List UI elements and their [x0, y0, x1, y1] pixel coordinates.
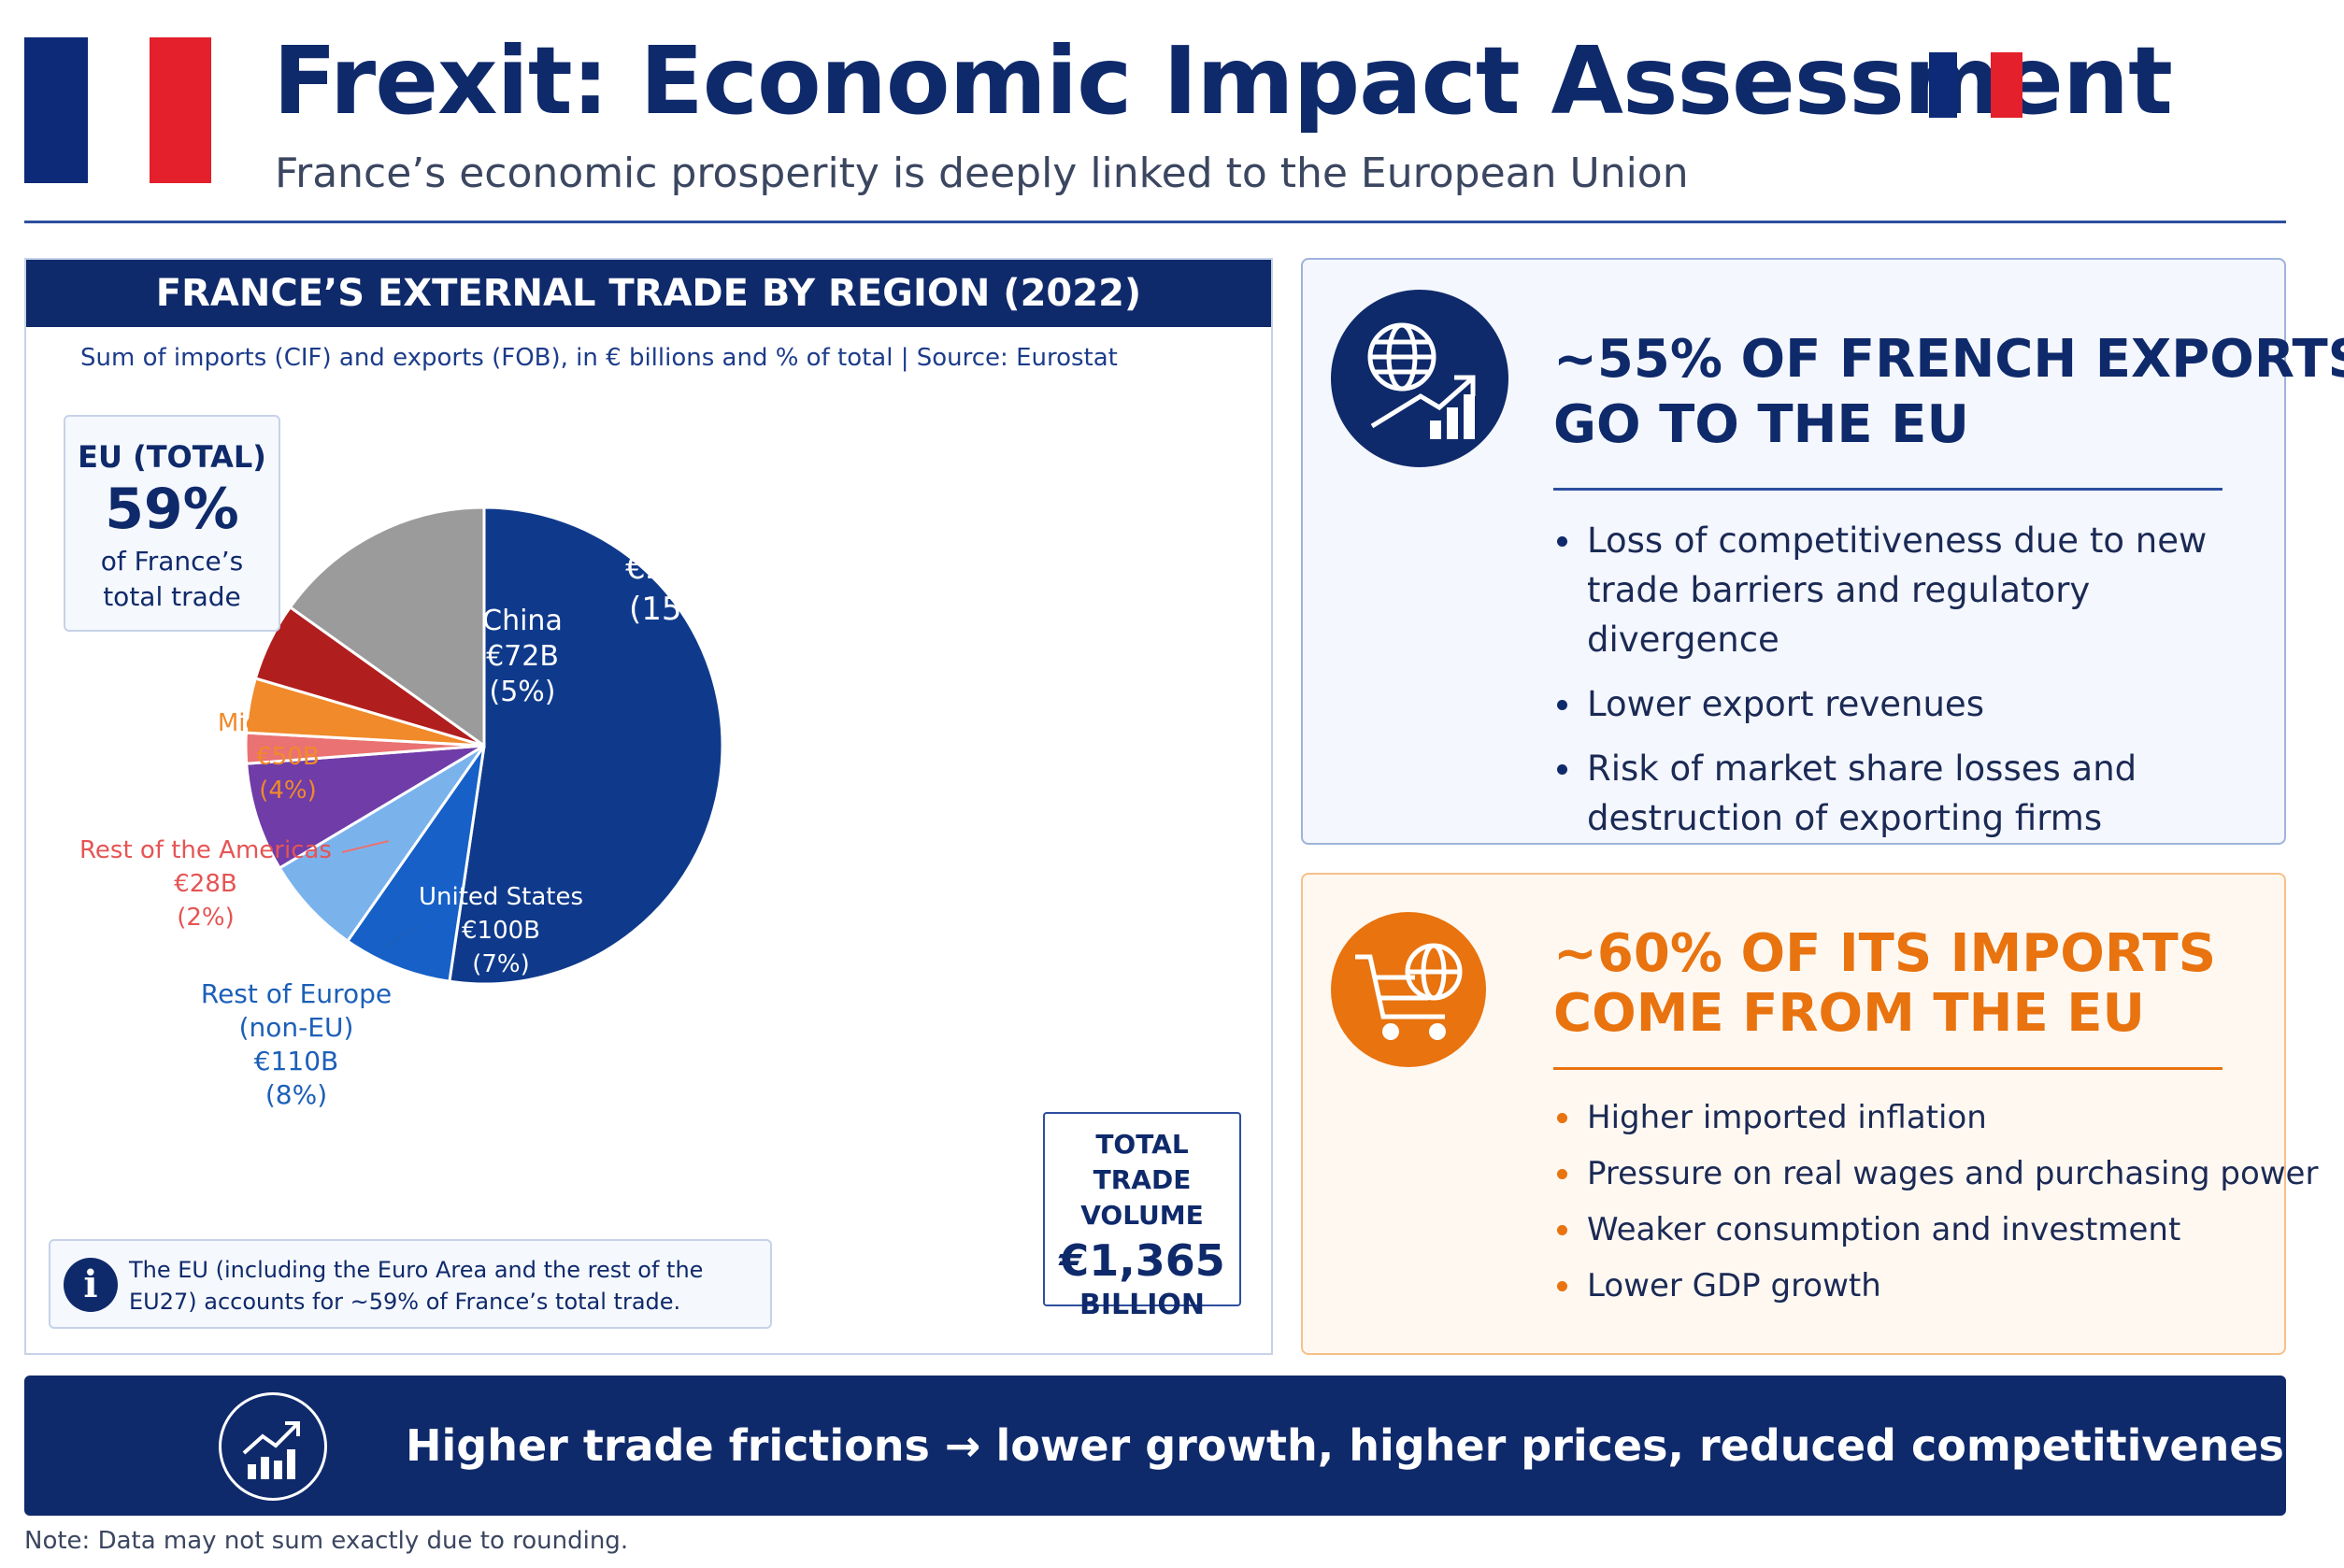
conclusion-text: Higher trade frictions → lower growth, h… [406, 1420, 2310, 1471]
label-row-name-1: Rest of the [590, 467, 764, 505]
info-icon: i [64, 1258, 118, 1312]
label-rest-eu-pct: (7%) [575, 1117, 629, 1143]
imports-title-2: COME FROM THE EU [1553, 983, 2145, 1044]
label-china-value: €72B [486, 640, 559, 673]
label-rest-of-eu: Rest of EU (EU27) €91B (7%) [527, 1019, 677, 1146]
french-flag [24, 37, 211, 183]
label-us-pct: (7%) [472, 950, 530, 978]
label-middle-east-value: €50B [256, 743, 320, 771]
exports-bullet: Loss of competitiveness due to new trade… [1553, 516, 2226, 664]
label-united-states: United States €100B (7%) [407, 880, 594, 981]
label-row-name-2: World [631, 508, 722, 546]
label-china: China €72B (5%) [452, 604, 593, 710]
exports-bullets: Loss of competitiveness due to new trade… [1553, 516, 2226, 858]
chart-subtitle: Sum of imports (CIF) and exports (FOB), … [80, 344, 1118, 372]
total-trade-box: TOTAL TRADE VOLUME €1,365 BILLION [1043, 1112, 1241, 1321]
label-middle-east-pct: (4%) [259, 777, 317, 805]
label-rest-europe-pct: (8%) [264, 1079, 328, 1110]
label-china-pct: (5%) [489, 676, 556, 708]
exports-divider [1553, 488, 2223, 491]
imports-bullet: Higher imported inflation [1553, 1090, 2318, 1146]
label-rest-europe-sub: (non-EU) [238, 1012, 354, 1043]
label-middle-east: Middle East €50B (4%) [194, 706, 381, 807]
mini-french-flag [1929, 52, 2022, 118]
leader-line-middle-east [334, 726, 390, 737]
imports-title-1: ~60% OF ITS IMPORTS [1553, 923, 2217, 984]
conclusion-banner: Higher trade frictions → lower growth, h… [24, 1376, 2309, 1516]
cart-globe-icon [1331, 912, 1486, 1067]
pie-slice-united-states [245, 744, 485, 870]
exports-title-1: ~55% OF FRENCH EXPORTS [1553, 329, 2344, 390]
pie-slice-eurozone [448, 506, 724, 986]
label-eurozone-name: Eurozone [887, 721, 1083, 764]
label-row-pct: (15%) [628, 591, 725, 628]
leader-line-rest-europe [382, 924, 420, 948]
eu-total-caption-1: of France’s [100, 546, 244, 577]
page-subtitle: France’s economic prosperity is deeply l… [275, 150, 1689, 197]
label-rest-eu-sub: (EU27) [564, 1053, 640, 1079]
total-trade-unit: BILLION [1079, 1289, 1206, 1321]
growth-chart-icon [219, 1392, 327, 1501]
label-americas-name: Rest of the Americas [79, 836, 332, 864]
leader-line-americas [341, 840, 390, 853]
imports-bullet: Pressure on real wages and purchasing po… [1553, 1146, 2318, 1202]
exports-bullet: Risk of market share losses and destruct… [1553, 744, 2226, 843]
info-note-text: The EU (including the Euro Area and the … [129, 1257, 704, 1315]
label-rest-eu-value: €91B [572, 1085, 632, 1111]
total-trade-value: €1,365 [1059, 1235, 1225, 1286]
eu-total-label: EU (TOTAL) [78, 439, 266, 475]
label-eurozone: Eurozone €709B (52%) [864, 718, 1107, 869]
header-divider [24, 221, 2286, 223]
label-rest-of-world: Rest of the World €205B (15%) [574, 465, 779, 630]
imports-bullets: Higher imported inflation Pressure on re… [1553, 1090, 2318, 1314]
label-middle-east-name: Middle East [217, 709, 359, 737]
imports-card: ~60% OF ITS IMPORTS COME FROM THE EU Hig… [1301, 873, 2318, 1355]
info-note-box: i The EU (including the Euro Area and th… [49, 1239, 772, 1329]
imports-divider [1553, 1067, 2223, 1070]
label-americas-value: €28B [174, 870, 237, 898]
eu-total-caption-2: total trade [103, 581, 241, 612]
label-row-value: €205B [625, 549, 728, 587]
total-trade-label: TOTAL TRADE VOLUME [1080, 1129, 1204, 1231]
label-rest-of-europe: Rest of Europe (non-EU) €110B (8%) [179, 977, 413, 1112]
imports-bullet: Weaker consumption and investment [1553, 1202, 2318, 1258]
eu-total-box: EU (TOTAL) 59% of France’s total trade [64, 415, 280, 632]
label-rest-europe-name: Rest of Europe [200, 978, 393, 1009]
label-us-value: €100B [461, 917, 540, 945]
trade-chart-panel: FRANCE’S EXTERNAL TRADE BY REGION (2022)… [24, 258, 1273, 1355]
label-americas-pct: (2%) [177, 904, 235, 932]
pie-chart [244, 506, 724, 986]
label-us-name: United States [418, 883, 584, 911]
footnote: Note: Data may not sum exactly due to ro… [24, 1527, 629, 1555]
pie-slice-rest-of-the-world [288, 506, 486, 748]
pie-slice-unlabeled-1 [345, 745, 486, 983]
label-rest-eu-name: Rest of EU [544, 1021, 660, 1048]
label-rest-europe-value: €110B [253, 1046, 339, 1076]
label-rest-of-americas: Rest of the Americas €28B (2%) [65, 834, 346, 934]
exports-title-2: GO TO THE EU [1553, 394, 1969, 455]
label-eurozone-value: €709B [919, 772, 1051, 815]
eu-total-value: 59% [105, 477, 239, 542]
exports-card: ~55% OF FRENCH EXPORTS GO TO THE EU Loss… [1301, 258, 2344, 845]
chart-title: FRANCE’S EXTERNAL TRADE BY REGION (2022) [26, 260, 1271, 327]
exports-bullet: Lower export revenues [1553, 679, 2226, 729]
imports-bullet: Lower GDP growth [1553, 1258, 2318, 1314]
label-china-name: China [482, 605, 563, 637]
label-eurozone-pct: (52%) [922, 822, 1048, 865]
page-title: Frexit: Economic Impact Assessment [273, 26, 2173, 135]
globe-growth-icon [1331, 290, 1508, 467]
